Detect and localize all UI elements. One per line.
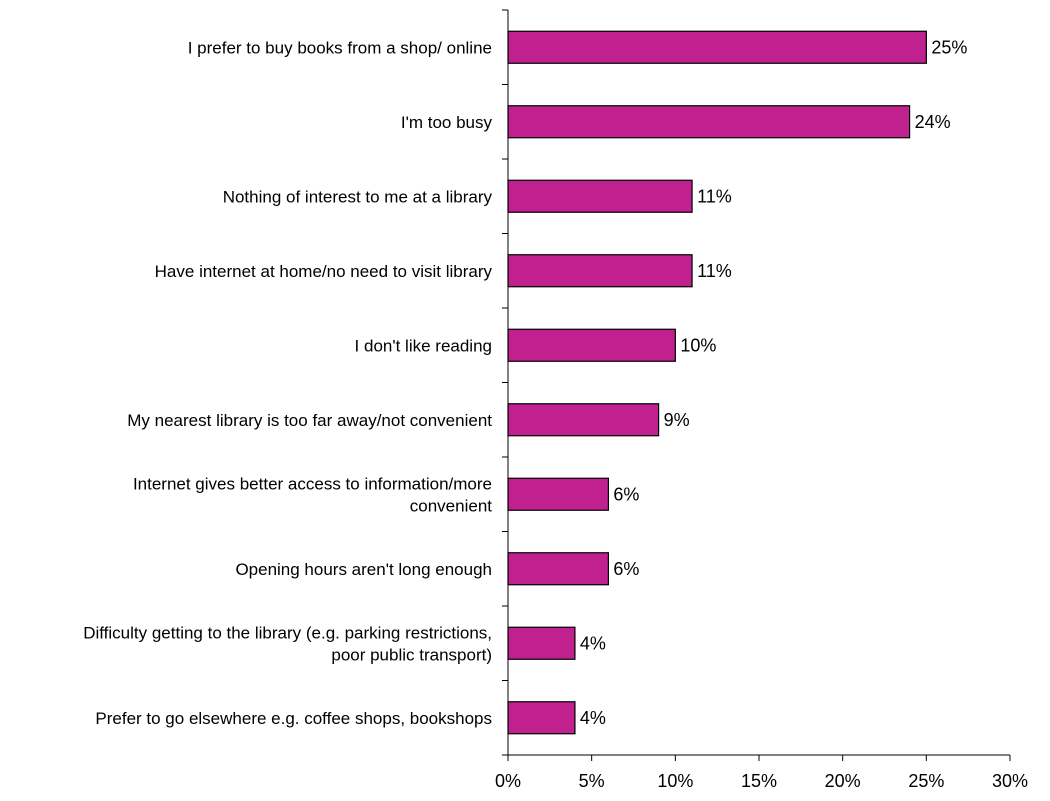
bar-8 [507, 626, 576, 660]
x-tick-label-1: 5% [579, 771, 605, 791]
data-label-9: 4% [580, 708, 606, 728]
data-label-0: 25% [931, 37, 967, 57]
bar-1 [507, 105, 911, 139]
category-label-0: I prefer to buy books from a shop/ onlin… [188, 38, 492, 57]
bar-2 [507, 179, 693, 213]
category-label-7: Opening hours aren't long enough [235, 560, 492, 579]
category-label-2: Nothing of interest to me at a library [223, 187, 493, 206]
category-label-3-line-0: Have internet at home/no need to visit l… [155, 262, 493, 281]
bar-3 [507, 254, 693, 288]
category-label-5-line-0: My nearest library is too far away/not c… [127, 411, 492, 430]
bars-group [507, 30, 927, 735]
x-tick-label-0: 0% [495, 771, 521, 791]
category-label-9: Prefer to go elsewhere e.g. coffee shops… [95, 709, 492, 728]
category-label-9-line-0: Prefer to go elsewhere e.g. coffee shops… [95, 709, 492, 728]
data-label-3: 11% [697, 261, 732, 281]
category-label-4: I don't like reading [355, 336, 492, 355]
data-label-8: 4% [580, 633, 606, 653]
x-tick-label-6: 30% [992, 771, 1028, 791]
bar-7 [507, 552, 610, 586]
x-tick-label-4: 20% [825, 771, 861, 791]
data-label-4: 10% [680, 335, 716, 355]
category-label-5: My nearest library is too far away/not c… [127, 411, 492, 430]
data-label-2: 11% [697, 186, 732, 206]
data-label-5: 9% [664, 410, 690, 430]
category-label-6: Internet gives better access to informat… [133, 474, 492, 515]
bar-0 [507, 30, 927, 64]
x-tick-label-5: 25% [908, 771, 944, 791]
category-label-8-line-1: poor public transport) [331, 645, 492, 664]
bar-9 [507, 701, 576, 735]
category-label-2-line-0: Nothing of interest to me at a library [223, 187, 493, 206]
axes-group [502, 9, 1011, 761]
category-label-6-line-1: convenient [410, 496, 493, 515]
category-label-8: Difficulty getting to the library (e.g. … [83, 623, 492, 664]
data-label-6: 6% [613, 484, 639, 504]
x-tick-label-2: 10% [657, 771, 693, 791]
category-label-1-line-0: I'm too busy [401, 113, 493, 132]
bar-5 [507, 403, 660, 437]
data-label-1: 24% [915, 112, 951, 132]
bar-4 [507, 328, 676, 362]
labels-group: 25% I prefer to buy books from a shop/ on… [83, 37, 1028, 791]
category-label-0-line-0: I prefer to buy books from a shop/ onlin… [188, 38, 492, 57]
category-label-8-line-0: Difficulty getting to the library (e.g. … [83, 623, 492, 642]
category-label-4-line-0: I don't like reading [355, 336, 492, 355]
category-label-3: Have internet at home/no need to visit l… [155, 262, 493, 281]
data-label-7: 6% [613, 559, 639, 579]
x-tick-label-3: 15% [741, 771, 777, 791]
category-label-7-line-0: Opening hours aren't long enough [235, 560, 492, 579]
category-label-1: I'm too busy [401, 113, 493, 132]
bar-6 [507, 477, 610, 511]
category-label-6-line-0: Internet gives better access to informat… [133, 474, 492, 493]
